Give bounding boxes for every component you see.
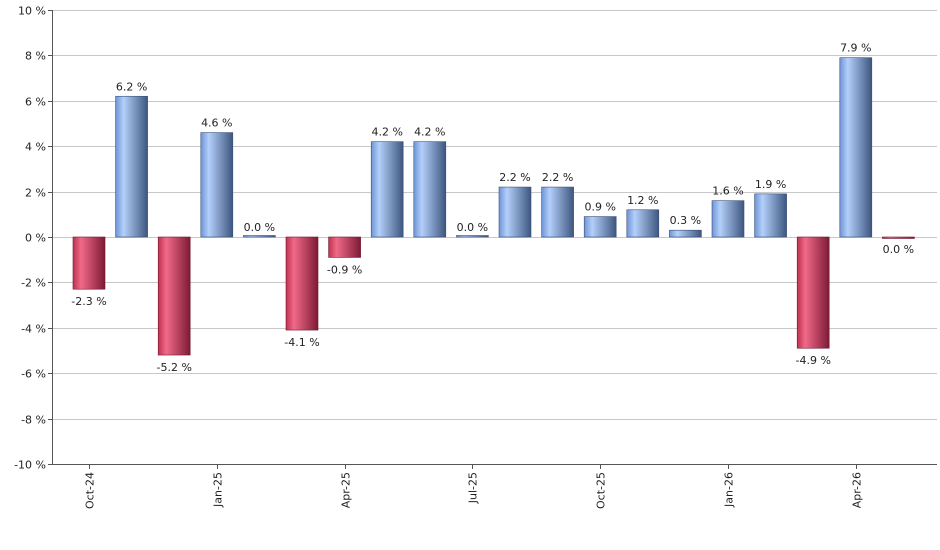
data-label: 0.0 % — [244, 221, 275, 234]
bars — [72, 57, 915, 356]
bar — [200, 132, 234, 238]
y-tick-label: 0 % — [25, 232, 46, 245]
data-label: 7.9 % — [840, 42, 871, 55]
data-label: 6.2 % — [116, 80, 147, 93]
data-label: 1.6 % — [712, 185, 743, 198]
bar — [72, 236, 106, 290]
x-tick-label: Oct-24 — [84, 472, 97, 509]
x-tick-label: Apr-26 — [851, 472, 864, 508]
x-tick-label: Apr-25 — [340, 472, 353, 508]
data-label: 2.2 % — [499, 171, 530, 184]
data-label: 0.3 % — [670, 214, 701, 227]
data-label: 0.0 % — [883, 243, 914, 256]
data-labels: -2.3 % 6.2 % -5.2 % 4.6 % 0.0 % -4.1 % -0.9 % 4… — [71, 42, 914, 374]
data-label: -4.9 % — [795, 354, 830, 367]
bar — [626, 209, 660, 238]
data-label: 4.2 % — [371, 126, 402, 139]
bar — [328, 236, 361, 258]
x-tick-label: Jan-25 — [212, 472, 225, 508]
bar — [711, 200, 745, 238]
y-tick-label: 6 % — [25, 96, 46, 109]
bar — [669, 229, 702, 238]
bar — [157, 236, 191, 356]
x-tick-label: Jan-26 — [723, 472, 736, 508]
bar — [882, 236, 915, 239]
data-label: -5.2 % — [156, 361, 191, 374]
bar — [370, 141, 404, 238]
bar — [456, 235, 489, 238]
y-tick-label: 2 % — [25, 187, 46, 200]
bar — [796, 236, 830, 349]
data-label: 0.0 % — [457, 221, 488, 234]
x-axis: Oct-24 Jan-25 Apr-25 Jul-25 Oct-25 Jan-26 Apr-… — [52, 464, 937, 509]
bar — [498, 186, 532, 238]
bar — [243, 235, 276, 238]
y-tick-label: -8 % — [21, 414, 46, 427]
data-label: -0.9 % — [327, 263, 362, 276]
bar — [285, 236, 319, 331]
y-tick-label: -2 % — [21, 277, 46, 290]
y-tick-label: -6 % — [21, 368, 46, 381]
y-tick-label: -4 % — [21, 323, 46, 336]
bar — [115, 95, 148, 238]
bar — [754, 193, 787, 238]
bar — [413, 141, 447, 238]
data-label: -2.3 % — [71, 295, 106, 308]
data-label: -4.1 % — [284, 336, 319, 349]
data-label: 4.2 % — [414, 126, 445, 139]
y-tick-label: 4 % — [25, 141, 46, 154]
x-tick-label: Jul-25 — [467, 472, 480, 504]
data-label: 0.9 % — [584, 201, 615, 214]
x-tick-label: Oct-25 — [595, 472, 608, 509]
y-tick-label: -10 % — [14, 459, 46, 472]
y-axis: 10 % 8 % 6 % 4 % 2 % 0 % -2 % -4 % -6 % -8 % -10 % — [14, 5, 53, 472]
bar — [541, 186, 574, 238]
bar — [839, 57, 873, 238]
bar — [583, 216, 617, 238]
y-tick-label: 8 % — [25, 50, 46, 63]
y-tick-label: 10 % — [18, 5, 46, 18]
data-label: 2.2 % — [542, 171, 573, 184]
data-label: 1.2 % — [627, 194, 658, 207]
data-label: 4.6 % — [201, 117, 232, 130]
data-label: 1.9 % — [755, 178, 786, 191]
